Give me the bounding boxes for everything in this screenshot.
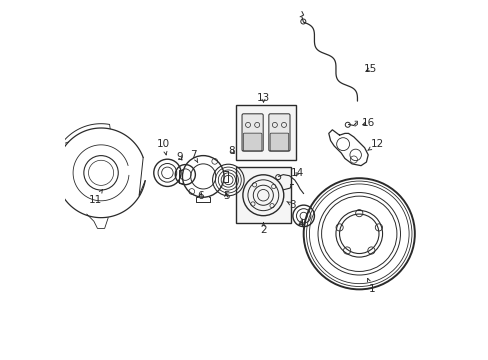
Text: 8: 8 [228, 145, 235, 156]
Text: 1: 1 [366, 279, 374, 294]
FancyBboxPatch shape [268, 114, 289, 151]
Text: 13: 13 [256, 93, 269, 103]
Text: 10: 10 [157, 139, 170, 155]
Text: 15: 15 [364, 64, 377, 74]
FancyBboxPatch shape [243, 133, 262, 151]
FancyBboxPatch shape [242, 114, 263, 151]
Text: 2: 2 [260, 222, 266, 235]
Text: 7: 7 [190, 150, 198, 163]
Text: 12: 12 [367, 139, 383, 150]
Text: 11: 11 [89, 189, 102, 205]
Text: 4: 4 [297, 219, 304, 229]
Text: 3: 3 [286, 200, 296, 210]
Text: 14: 14 [290, 168, 304, 178]
Text: 6: 6 [197, 191, 203, 201]
Text: 5: 5 [223, 191, 229, 201]
Bar [235, 105, 296, 160]
Bar [235, 167, 290, 223]
Text: 16: 16 [361, 118, 374, 128]
FancyBboxPatch shape [269, 133, 288, 151]
Text: 9: 9 [176, 152, 183, 162]
